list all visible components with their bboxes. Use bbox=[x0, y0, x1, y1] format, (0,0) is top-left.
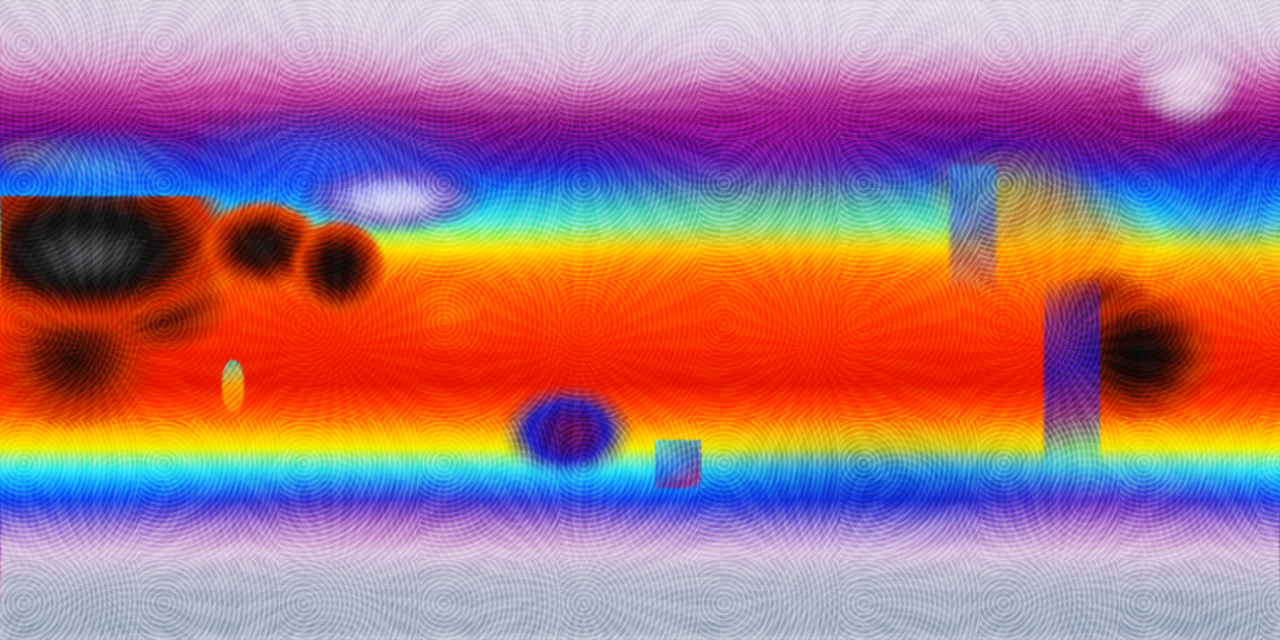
landmass-andes bbox=[1044, 280, 1100, 470]
landmass-australia-interior bbox=[540, 398, 610, 464]
landmass-europe bbox=[0, 120, 230, 210]
landmass-rocky-mountains bbox=[950, 165, 996, 295]
landmass-madagascar bbox=[222, 360, 244, 412]
landmass-new-zealand bbox=[655, 440, 701, 488]
landmass-southeast-asia bbox=[380, 250, 530, 370]
arctic-ice-cap bbox=[0, 0, 1280, 120]
antarctic-plateau-haze bbox=[0, 545, 1280, 640]
landmass-sahara-hotspot bbox=[10, 208, 190, 303]
